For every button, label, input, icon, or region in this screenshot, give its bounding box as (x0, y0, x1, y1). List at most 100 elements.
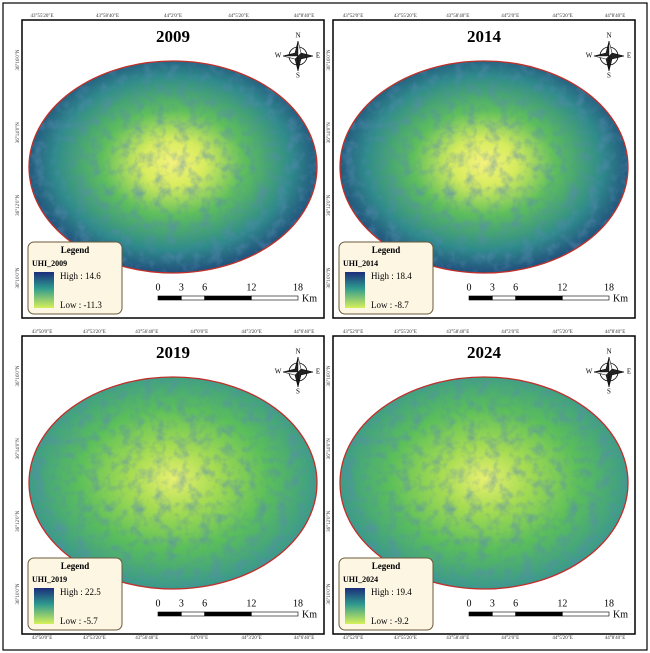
coordinate-label: 44°3'20"E (241, 330, 262, 335)
scale-label: 6 (202, 598, 207, 609)
legend-low: Low : -8.7 (371, 300, 409, 310)
coordinate-label: 44°5'20"E (552, 636, 573, 641)
legend-low: Low : -9.2 (371, 616, 409, 626)
scale-label: 12 (557, 598, 567, 609)
scale-label: 0 (156, 282, 161, 293)
coordinate-label: 44°2'0"E (501, 636, 519, 641)
legend-ramp (345, 588, 365, 624)
scale-segment (251, 296, 298, 300)
compass-w: W (586, 52, 593, 60)
scale-segment (562, 296, 609, 300)
legend-high: High : 22.5 (60, 587, 101, 597)
coordinate-label: 36°10'0"N (327, 267, 332, 288)
coordinate-label: 36°16'0"N (16, 365, 21, 386)
scale-label: 12 (246, 598, 256, 609)
compass-n: N (295, 32, 300, 40)
compass-e: E (316, 52, 320, 60)
coordinate-label: 43°52'0"E (343, 636, 364, 641)
coordinate-label: 36°16'0"N (327, 49, 332, 70)
coordinate-label: 44°5'20"E (552, 330, 573, 335)
coordinate-label: 43°55'20"E (31, 14, 54, 19)
scale-label: 6 (513, 598, 518, 609)
legend-low: Low : -11.3 (60, 300, 102, 310)
coordinate-label: 43°55'20"E (394, 14, 417, 19)
panel-title: 2014 (467, 27, 502, 46)
scale-segment (492, 296, 515, 300)
coordinate-label: 44°8'40"E (605, 330, 626, 335)
scale-segment (181, 296, 204, 300)
scale-segment (562, 612, 609, 616)
scale-label: 3 (490, 598, 495, 609)
compass-w: W (275, 52, 282, 60)
coordinate-label: 36°10'0"N (327, 583, 332, 604)
coordinate-label: 36°10'0"N (16, 583, 21, 604)
legend-title: Legend (61, 245, 90, 255)
map-panel: 2024NSEWLegendUHI_2024High : 19.4Low : -… (327, 330, 635, 641)
compass-e: E (627, 368, 631, 376)
scale-label: 18 (604, 282, 614, 293)
coordinate-label: 44°6'40"E (294, 636, 315, 641)
coordinate-label: 43°55'20"E (394, 330, 417, 335)
coordinate-label: 36°14'0"N (16, 438, 21, 459)
legend-title: Legend (61, 561, 90, 571)
scale-label: 3 (179, 282, 184, 293)
coordinate-label: 43°53'20"E (83, 636, 106, 641)
scale-segment (251, 612, 298, 616)
legend-title: Legend (372, 561, 401, 571)
coordinate-label: 44°2'0"E (164, 14, 182, 19)
scale-segment (469, 612, 492, 616)
coordinate-label: 44°2'0"E (501, 14, 519, 19)
coordinate-label: 43°52'0"E (343, 14, 364, 19)
coordinate-label: 43°56'40"E (135, 636, 158, 641)
coordinate-label: 36°16'0"N (327, 365, 332, 386)
scale-segment (158, 612, 181, 616)
legend-layer: UHI_2019 (32, 575, 67, 584)
legend: LegendUHI_2024High : 19.4Low : -9.2 (339, 558, 433, 630)
coordinate-label: 44°5'20"E (552, 14, 573, 19)
coordinate-label: 43°58'40"E (446, 636, 469, 641)
coordinate-label: 44°0'0"E (190, 330, 208, 335)
scale-label: 18 (293, 282, 303, 293)
compass-s: S (607, 388, 611, 396)
coordinate-label: 43°58'40"E (446, 14, 469, 19)
legend-ramp (34, 272, 54, 308)
compass-s: S (296, 72, 300, 80)
coordinate-label: 44°8'40"E (294, 14, 315, 19)
panel-title: 2024 (467, 343, 502, 362)
scale-label: 12 (557, 282, 567, 293)
compass-n: N (606, 32, 611, 40)
compass-s: S (296, 388, 300, 396)
raster-texture (340, 377, 628, 589)
map-panel: 2014NSEWLegendUHI_2014High : 18.4Low : -… (327, 14, 635, 318)
scale-segment (205, 296, 252, 300)
scale-label: 3 (179, 598, 184, 609)
scale-segment (205, 612, 252, 616)
legend: LegendUHI_2014High : 18.4Low : -8.7 (339, 242, 433, 314)
compass-n: N (606, 348, 611, 356)
scale-segment (469, 296, 492, 300)
compass-w: W (275, 368, 282, 376)
legend-ramp (345, 272, 365, 308)
scale-label: 3 (490, 282, 495, 293)
scale-label: 0 (156, 598, 161, 609)
compass-e: E (316, 368, 320, 376)
legend-layer: UHI_2009 (32, 259, 67, 268)
coordinate-label: 44°8'40"E (605, 14, 626, 19)
scale-label: 12 (246, 282, 256, 293)
scale-label: 6 (202, 282, 207, 293)
coordinate-label: 36°14'0"N (327, 438, 332, 459)
scale-segment (181, 612, 204, 616)
coordinate-label: 36°12'0"N (327, 194, 332, 215)
coordinate-label: 36°16'0"N (16, 49, 21, 70)
coordinate-label: 43°56'40"E (135, 330, 158, 335)
coordinate-label: 43°55'20"E (394, 636, 417, 641)
scale-label: 6 (513, 282, 518, 293)
scale-segment (158, 296, 181, 300)
legend-layer: UHI_2024 (343, 575, 378, 584)
scale-unit: Km (302, 609, 317, 620)
coordinate-label: 36°14'0"N (16, 122, 21, 143)
raster-texture (29, 377, 317, 589)
legend-layer: UHI_2014 (343, 259, 378, 268)
